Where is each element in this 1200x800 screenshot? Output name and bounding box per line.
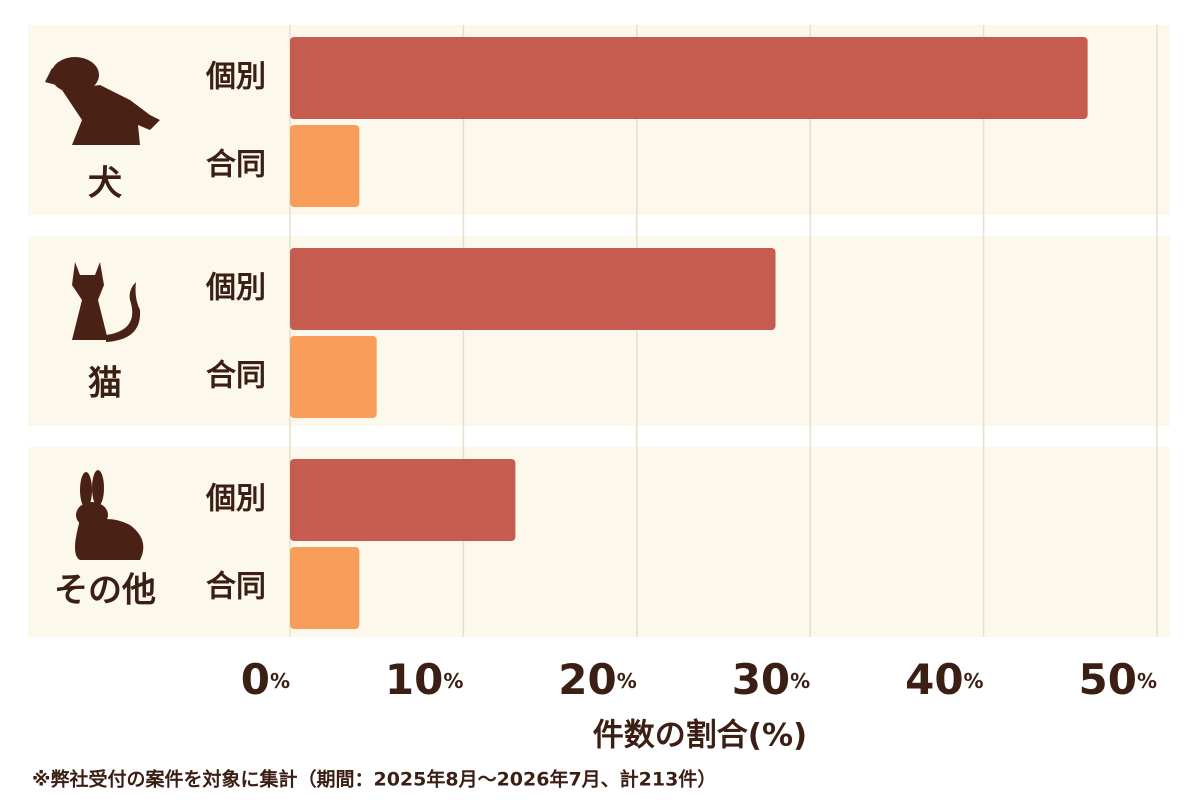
bar <box>290 125 360 207</box>
legend-label: 個別 <box>205 482 266 517</box>
tick-unit: % <box>270 669 290 693</box>
tick-unit: % <box>1137 669 1157 693</box>
tick-number: 20 <box>558 655 616 704</box>
x-axis-title: 件数の割合(%) <box>593 718 807 754</box>
cat-icon <box>72 262 141 342</box>
bar <box>290 459 516 541</box>
tick-number: 40 <box>905 655 963 704</box>
footnote: ※弊社受付の案件を対象に集計（期間：2025年8月〜2026年7月、計213件） <box>32 768 716 791</box>
legend-label: 個別 <box>205 271 266 306</box>
legend-label: 合同 <box>206 570 266 605</box>
tick-number: 50 <box>1079 655 1137 704</box>
x-tick-label: 30% <box>732 655 811 704</box>
dog-icon <box>45 57 160 145</box>
x-tick-label: 20% <box>558 655 637 704</box>
category-label: その他 <box>54 571 156 611</box>
bar <box>290 248 776 330</box>
x-tick-label: 50% <box>1079 655 1158 704</box>
x-tick-label: 0% <box>241 655 290 704</box>
category-label: 猫 <box>88 364 122 404</box>
tick-unit: % <box>964 669 984 693</box>
tick-unit: % <box>617 669 637 693</box>
bar <box>290 37 1088 119</box>
tick-number: 30 <box>732 655 790 704</box>
legend-label: 個別 <box>205 60 266 95</box>
tick-number: 0 <box>241 655 270 704</box>
bar <box>290 547 360 629</box>
legend-label: 合同 <box>206 148 266 183</box>
tick-number: 10 <box>385 655 443 704</box>
category-label: 犬 <box>88 164 122 204</box>
rabbit-icon <box>75 470 144 560</box>
group-panel <box>28 447 1170 637</box>
icons <box>45 57 160 560</box>
bar <box>290 336 377 418</box>
tick-unit: % <box>790 669 810 693</box>
bars <box>290 37 1088 629</box>
x-tick-label: 10% <box>385 655 464 704</box>
tick-unit: % <box>443 669 463 693</box>
legend-label: 合同 <box>206 359 266 394</box>
x-tick-label: 40% <box>905 655 984 704</box>
